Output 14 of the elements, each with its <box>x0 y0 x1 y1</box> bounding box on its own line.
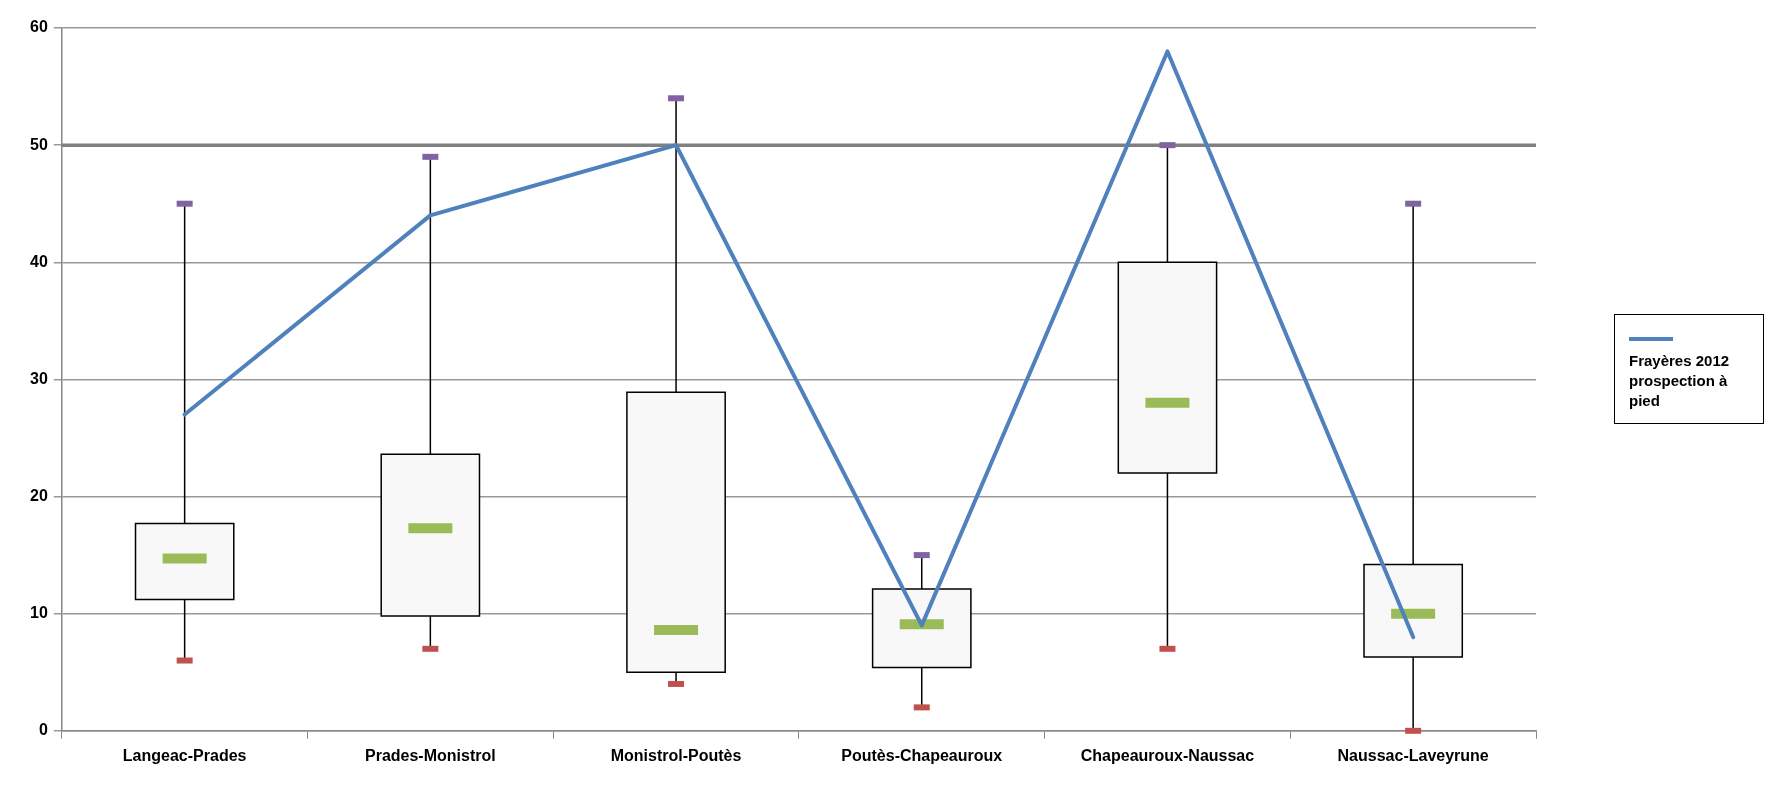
y-tick-label: 30 <box>30 369 48 387</box>
y-tick-label: 20 <box>30 486 48 504</box>
x-tick-label: Poutès-Chapeauroux <box>841 746 1003 764</box>
y-tick-label: 0 <box>38 721 48 739</box>
x-tick-label: Prades-Monistrol <box>365 746 496 764</box>
y-tick-label: 10 <box>30 604 48 622</box>
x-tick-label: Monistrol-Poutès <box>610 746 742 764</box>
y-tick-label: 50 <box>30 135 48 153</box>
x-tick-label: Naussac-Laveyrune <box>1337 746 1489 764</box>
x-tick-label: Chapeauroux-Naussac <box>1080 746 1255 764</box>
y-tick-label: 60 <box>30 18 48 36</box>
x-tick-label: Langeac-Prades <box>122 746 247 764</box>
legend-label: Frayères 2012 prospection à pied <box>1629 351 1731 411</box>
y-tick-label: 40 <box>30 252 48 270</box>
